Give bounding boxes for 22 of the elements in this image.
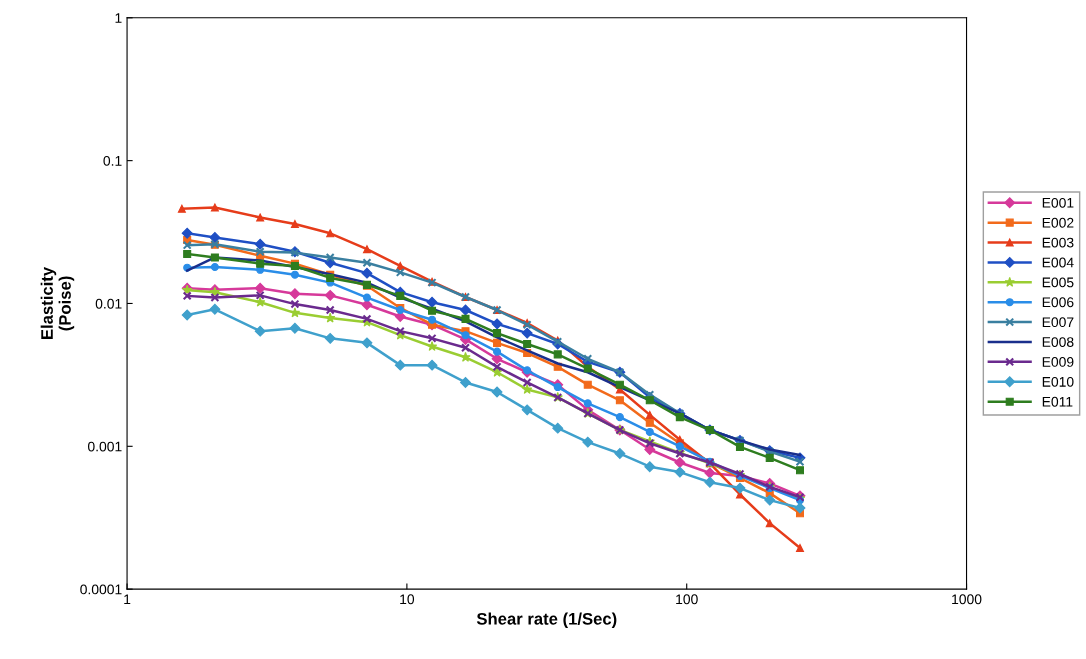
legend-label: E011 (1042, 396, 1073, 407)
x-tick-label: 1000 (952, 594, 982, 605)
legend-label: E006 (1042, 297, 1074, 308)
y-tick-label: 0.001 (87, 441, 122, 452)
x-tick-label: 1 (124, 594, 131, 605)
legend-label: E004 (1042, 257, 1074, 268)
y-tick-label: 0.01 (95, 298, 122, 309)
legend-label: E003 (1042, 237, 1074, 248)
x-tick-label: 10 (400, 594, 415, 605)
y-tick-label: 0.0001 (80, 584, 122, 595)
legend-label: E009 (1042, 357, 1074, 367)
x-axis-title: Shear rate (1/Sec) (476, 612, 617, 629)
legend-label: E005 (1042, 277, 1074, 288)
y-tick-label: 1 (115, 13, 122, 23)
legend-label: E001 (1042, 197, 1074, 208)
legend-label: E002 (1042, 217, 1074, 228)
y-axis-title: Elasticity (Poise) (40, 266, 75, 339)
legend-label: E010 (1042, 376, 1074, 387)
legend-label: E008 (1042, 337, 1074, 347)
legend-label: E007 (1042, 317, 1074, 328)
y-tick-label: 0.1 (103, 155, 122, 166)
x-tick-label: 100 (676, 594, 698, 605)
